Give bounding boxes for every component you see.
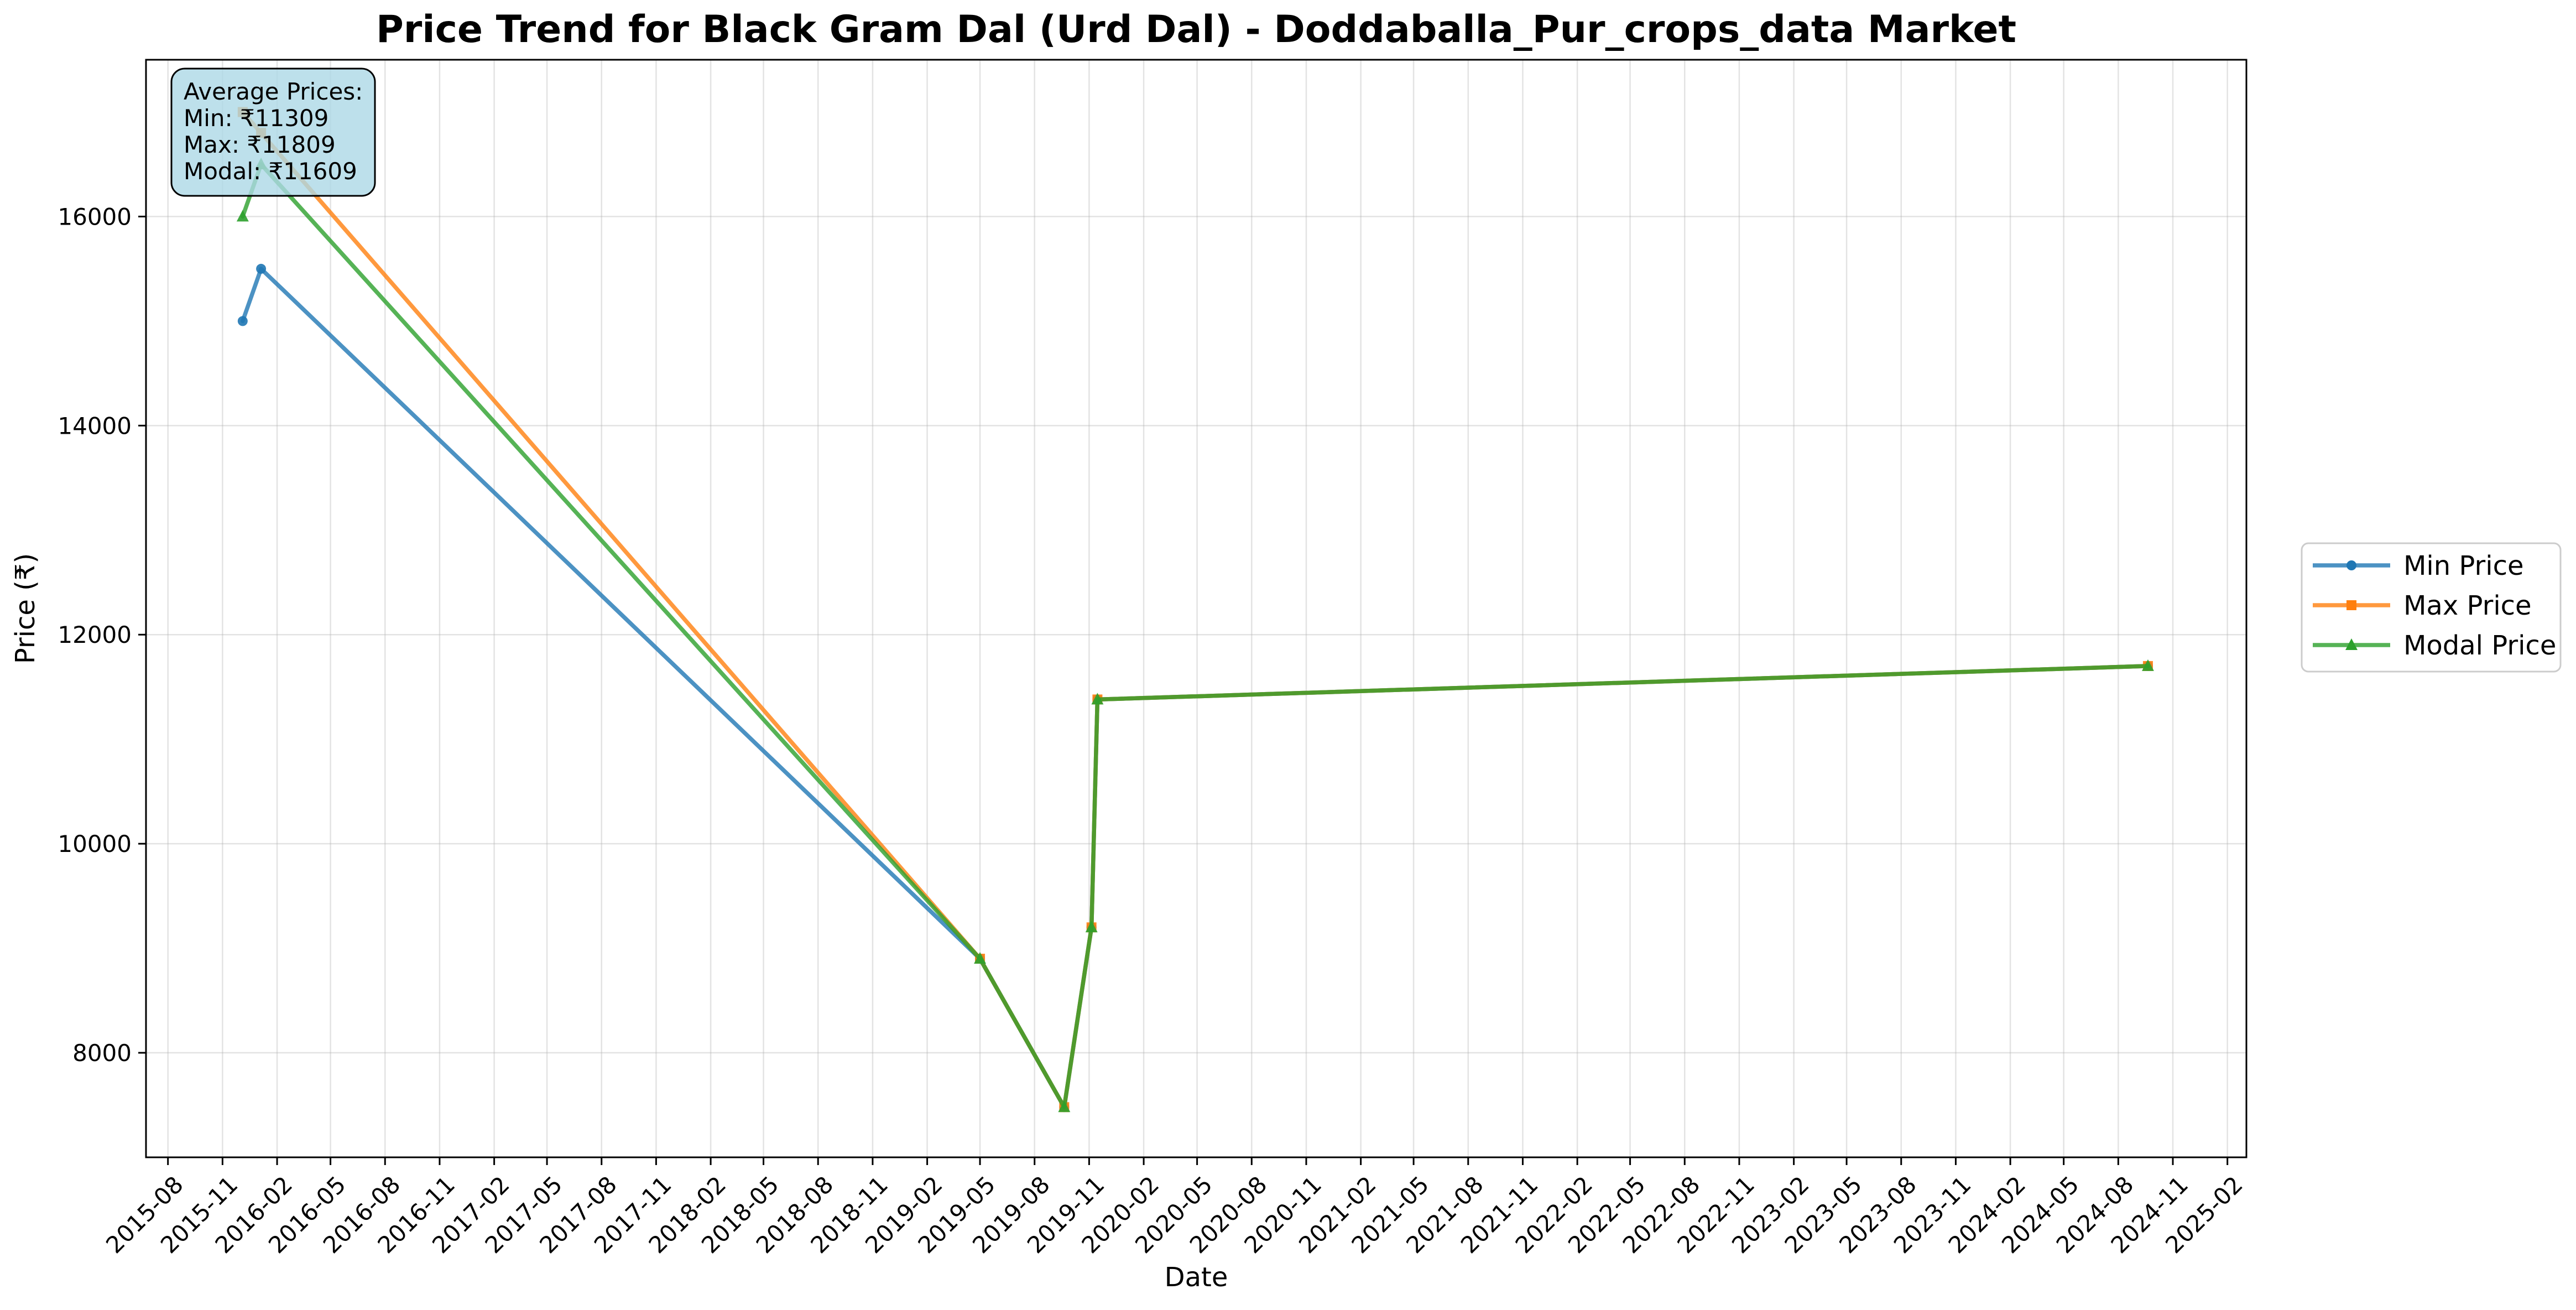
legend-marker (2346, 560, 2356, 570)
x-axis-label: Date (1165, 1262, 1228, 1293)
annotation-line: Min: ₹11309 (184, 105, 328, 132)
y-tick-label: 16000 (58, 203, 132, 230)
grid-lines (146, 60, 2246, 1157)
legend-label: Min Price (2403, 550, 2524, 581)
y-tick-label: 10000 (58, 830, 132, 857)
legend: Min Price Max Price Modal Price (2301, 542, 2562, 673)
data-point (1085, 921, 1098, 933)
plot-area (146, 60, 2246, 1157)
legend-item: Min Price (2313, 550, 2524, 581)
data-point (236, 210, 249, 222)
legend-marker (2346, 600, 2356, 610)
data-point (974, 952, 987, 964)
axes-frame (145, 59, 2248, 1158)
y-tick-label: 14000 (58, 412, 132, 439)
x-axis: 2015-082015-112016-022016-052016-082016-… (101, 1157, 2248, 1259)
annotation-line: Average Prices: (184, 78, 363, 105)
annotation-box (170, 67, 376, 197)
data-point (237, 316, 248, 326)
y-tick-label: 8000 (72, 1039, 132, 1067)
y-axis-label: Price (₹) (10, 553, 41, 664)
legend-box (2301, 542, 2562, 673)
data-point (256, 263, 267, 274)
chart-title: Price Trend for Black Gram Dal (Urd Dal)… (376, 8, 2016, 51)
legend-label: Max Price (2403, 590, 2532, 621)
annotation-line: Max: ₹11809 (184, 131, 336, 158)
y-tick-label: 12000 (58, 621, 132, 648)
data-point (1091, 693, 1104, 705)
annotation-line: Modal: ₹11609 (184, 158, 357, 185)
y-axis: 8000 10000 12000 14000 16000 (58, 203, 146, 1067)
legend-item: Modal Price (2313, 630, 2556, 661)
data-point (1058, 1100, 1071, 1113)
legend-label: Modal Price (2403, 630, 2556, 661)
data-point (2141, 659, 2154, 671)
legend-item: Max Price (2313, 590, 2532, 621)
legend-marker (2345, 638, 2358, 650)
